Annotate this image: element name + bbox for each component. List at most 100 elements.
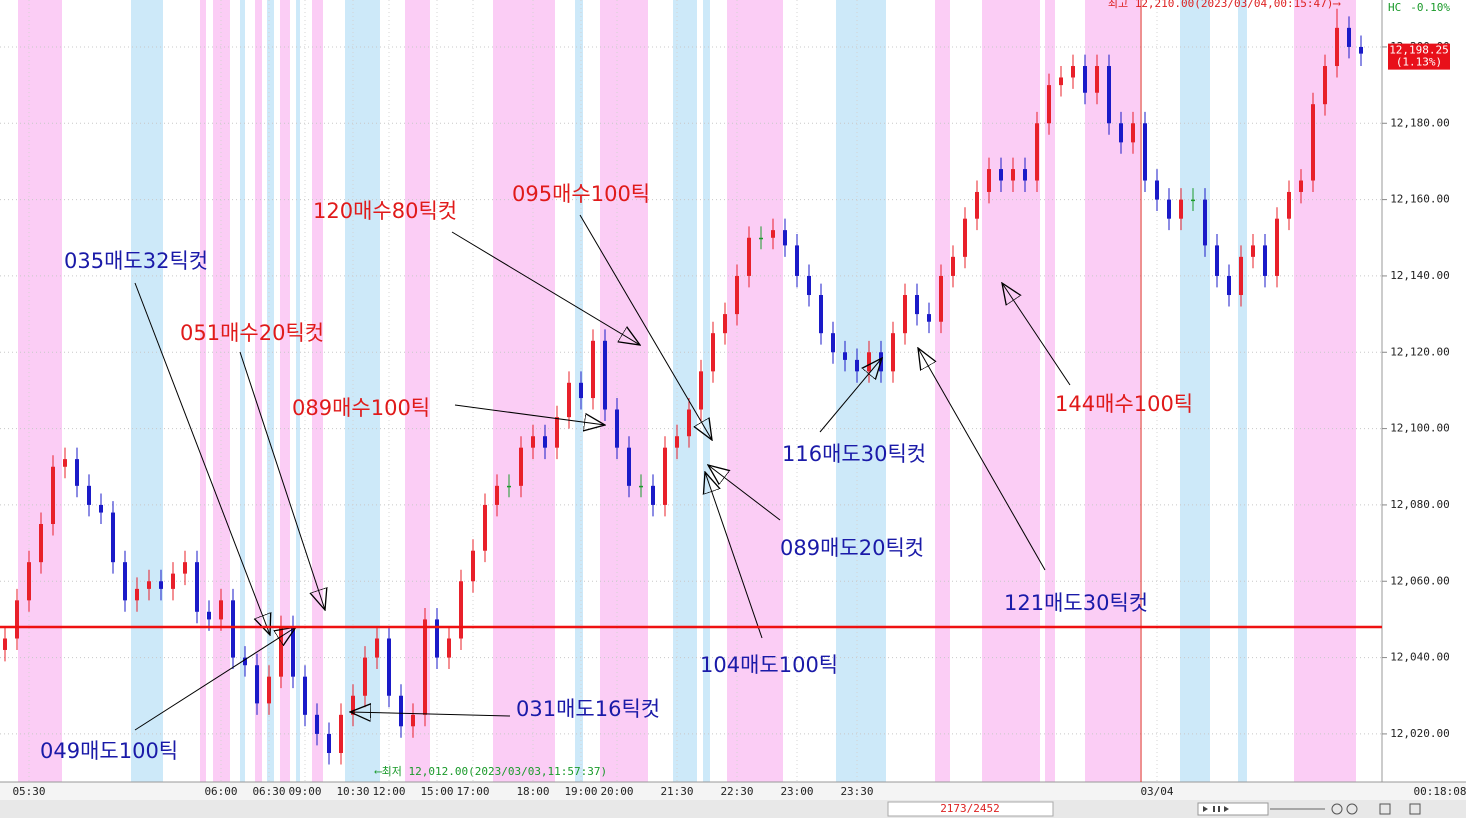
x-tick-label: 17:00 [456, 785, 489, 798]
candle-body [1119, 123, 1123, 143]
last-price: 12,198.25 [1389, 44, 1449, 57]
candle-body [447, 638, 451, 658]
annotation-label: 120매수80틱컷 [313, 199, 457, 223]
candle-body [111, 512, 115, 563]
x-tick-label: 21:30 [660, 785, 693, 798]
candle-body [1083, 66, 1087, 93]
candle-body [363, 657, 367, 696]
y-tick-label: 12,140.00 [1390, 269, 1450, 282]
clock: 00:18:08 [1414, 785, 1466, 798]
hc-value: -0.10% [1410, 1, 1450, 14]
candle-body [1107, 66, 1111, 124]
candle-body [567, 382, 571, 418]
x-tick-label: 06:00 [204, 785, 237, 798]
candle-body [147, 581, 151, 589]
candle-body [135, 588, 139, 601]
annotation-arrow [1002, 283, 1071, 386]
candle-body [1251, 245, 1255, 257]
candle-body [1287, 191, 1291, 219]
candle-body [927, 314, 931, 322]
candle-body [171, 573, 175, 589]
candle-body [663, 447, 667, 505]
session-band [280, 0, 290, 782]
session-band [703, 0, 710, 782]
candle-body [771, 230, 775, 238]
x-tick-label: 22:30 [720, 785, 753, 798]
candle-body [615, 409, 619, 448]
x-tick-label: 19:00 [564, 785, 597, 798]
annotation-arrow [579, 214, 712, 440]
candle-body [675, 436, 679, 448]
candle-body [939, 275, 943, 322]
high-note: 최고 12,210.00(2023/03/04,00:15:47)⟶ [1108, 0, 1342, 10]
candle-body [975, 191, 979, 219]
status-bar [0, 800, 1466, 818]
candle-body [1323, 66, 1327, 105]
y-tick-label: 12,040.00 [1390, 651, 1450, 664]
annotation-label: 089매도20틱컷 [780, 536, 924, 560]
session-band [131, 0, 163, 782]
session-band [345, 0, 380, 782]
candle-body [255, 665, 259, 704]
candle-body [99, 504, 103, 513]
candle-body [579, 382, 583, 399]
last-price-box [1388, 43, 1450, 70]
candle-body [519, 447, 523, 486]
annotation-arrow [350, 712, 511, 716]
candle-body [471, 550, 475, 582]
candle-body [483, 504, 487, 551]
x-tick-label: 05:30 [12, 785, 45, 798]
hc-label: HC [1388, 1, 1401, 14]
y-tick-label: 12,180.00 [1390, 116, 1450, 129]
annotation-label: 116매도30틱컷 [782, 442, 926, 466]
scroll-controls[interactable] [1197, 802, 1421, 816]
candle-body [27, 562, 31, 601]
annotation-label: 051매수20틱컷 [180, 321, 324, 345]
candle-body [531, 436, 535, 448]
candle-body [1059, 77, 1063, 86]
candle-body [315, 714, 319, 734]
annotation-arrow [134, 627, 296, 731]
x-tick-label: 15:00 [420, 785, 453, 798]
candle-body [1275, 218, 1279, 276]
candle-body [1203, 199, 1207, 246]
candle-body [723, 314, 727, 334]
annotation-arrow [705, 472, 763, 639]
session-band [312, 0, 323, 782]
session-band [1180, 0, 1210, 782]
low-note: ⟵최저 12,012.00(2023/03/03,11:57:37) [374, 765, 607, 778]
session-band [213, 0, 230, 782]
candle-body [711, 333, 715, 372]
candle-body [855, 359, 859, 372]
candle-body [1095, 66, 1099, 93]
scroll-position[interactable] [887, 801, 1054, 817]
annotation-arrow [918, 348, 1046, 571]
candle-body [87, 485, 91, 505]
session-band [18, 0, 62, 782]
y-axis-panel [1382, 0, 1466, 800]
y-tick-label: 12,020.00 [1390, 727, 1450, 740]
candle-body [1227, 275, 1231, 296]
session-band [296, 0, 300, 782]
candle-body [651, 485, 655, 505]
annotation-label: 104매도100틱 [700, 653, 838, 677]
candle-body [375, 638, 379, 658]
y-tick-label: 12,120.00 [1390, 345, 1450, 358]
candle-body [183, 562, 187, 574]
candle-body [831, 333, 835, 353]
session-band [267, 0, 274, 782]
session-band [255, 0, 262, 782]
candle-body [735, 275, 739, 315]
x-tick-label: 10:30 [336, 785, 369, 798]
candle-body [999, 169, 1003, 181]
annotation-arrow [819, 358, 882, 433]
candle-body [207, 611, 211, 620]
candle-body [555, 417, 559, 448]
y-tick-label: 12,080.00 [1390, 498, 1450, 511]
candle-body [1311, 104, 1315, 181]
session-band [1294, 0, 1356, 782]
candle-body [699, 371, 703, 410]
candle-body [1167, 199, 1171, 219]
x-tick-label: 12:00 [372, 785, 405, 798]
